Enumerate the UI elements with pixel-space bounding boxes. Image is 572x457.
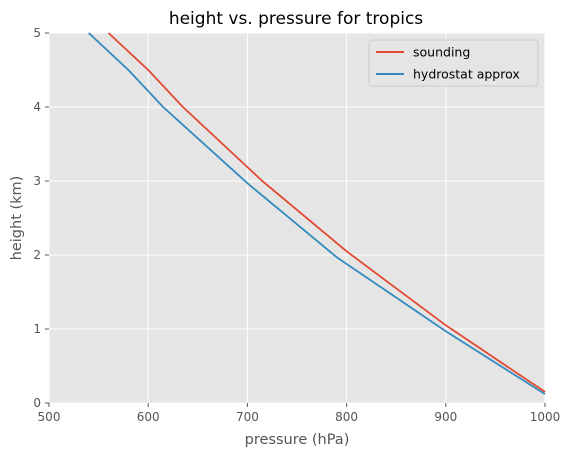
x-tick-label: 900 xyxy=(434,410,457,424)
ticks: 500 600 700 800 900 1000 0 1 2 3 4 5 xyxy=(33,26,560,424)
y-tick-label: 3 xyxy=(33,174,41,188)
series-line-sounding xyxy=(107,32,546,393)
x-tick-label: 600 xyxy=(137,410,160,424)
y-tick-label: 5 xyxy=(33,26,41,40)
grid xyxy=(48,32,546,404)
legend-box xyxy=(368,39,539,87)
chart-title: height vs. pressure for tropics xyxy=(169,9,423,29)
y-tick-label: 1 xyxy=(33,322,41,336)
legend-label-hydrostat-approx: hydrostat approx xyxy=(413,67,520,82)
x-tick-label: 500 xyxy=(38,410,61,424)
x-axis-label: pressure (hPa) xyxy=(245,432,350,448)
y-axis-label: height (km) xyxy=(9,176,25,261)
series-layer xyxy=(88,32,546,395)
series-line-hydrostat-approx xyxy=(88,32,546,395)
x-tick-label: 1000 xyxy=(530,410,561,424)
y-tick-label: 2 xyxy=(33,248,41,262)
legend: sounding hydrostat approx xyxy=(368,39,539,87)
x-tick-label: 800 xyxy=(335,410,358,424)
y-tick-label: 0 xyxy=(33,396,41,410)
legend-label-sounding: sounding xyxy=(413,45,470,60)
x-tick-label: 700 xyxy=(236,410,259,424)
y-tick-label: 4 xyxy=(33,100,41,114)
